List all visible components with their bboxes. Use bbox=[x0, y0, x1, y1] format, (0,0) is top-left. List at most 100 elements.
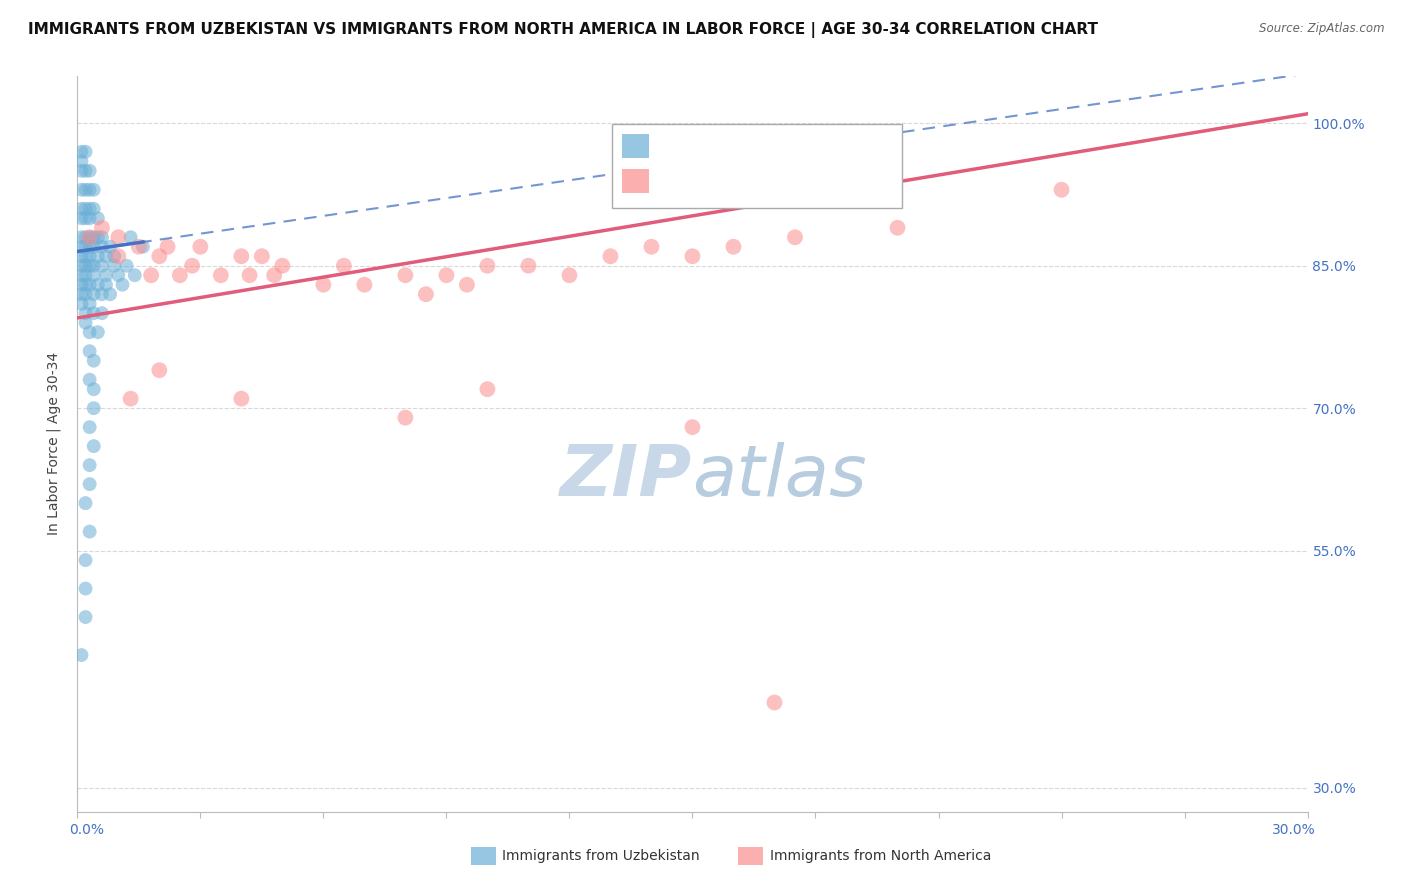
Point bbox=[353, 277, 375, 292]
Point bbox=[79, 240, 101, 254]
Point bbox=[128, 240, 150, 254]
Point bbox=[107, 268, 129, 283]
Point bbox=[87, 277, 110, 292]
Point bbox=[98, 240, 121, 254]
Point bbox=[436, 268, 458, 283]
Point bbox=[79, 477, 101, 491]
Point bbox=[90, 259, 114, 273]
Point bbox=[75, 145, 97, 159]
Point bbox=[886, 220, 908, 235]
FancyBboxPatch shape bbox=[623, 134, 650, 158]
Point bbox=[79, 325, 101, 339]
Point bbox=[231, 249, 253, 263]
Point bbox=[103, 249, 125, 263]
Point bbox=[83, 202, 105, 216]
FancyBboxPatch shape bbox=[623, 169, 650, 193]
Point bbox=[107, 230, 129, 244]
Point bbox=[75, 240, 97, 254]
Point bbox=[70, 154, 93, 169]
Point bbox=[312, 277, 335, 292]
Point bbox=[70, 163, 93, 178]
Point bbox=[70, 287, 93, 301]
Point bbox=[75, 202, 97, 216]
Point bbox=[75, 287, 97, 301]
Point bbox=[188, 240, 212, 254]
Point bbox=[477, 259, 499, 273]
Point bbox=[70, 211, 93, 226]
Point bbox=[87, 325, 110, 339]
Text: 0.132: 0.132 bbox=[702, 138, 748, 153]
Point bbox=[83, 306, 105, 320]
Point bbox=[70, 277, 93, 292]
Point bbox=[79, 202, 101, 216]
Point bbox=[75, 306, 97, 320]
Point bbox=[783, 230, 806, 244]
Point bbox=[75, 277, 97, 292]
Point bbox=[124, 268, 146, 283]
Point bbox=[87, 211, 110, 226]
Point bbox=[239, 268, 262, 283]
Text: 82: 82 bbox=[803, 138, 824, 153]
Point bbox=[90, 306, 114, 320]
Point bbox=[111, 277, 134, 292]
Point bbox=[75, 211, 97, 226]
Point bbox=[90, 287, 114, 301]
Point bbox=[120, 392, 142, 406]
Point bbox=[120, 230, 142, 244]
Text: atlas: atlas bbox=[693, 442, 868, 511]
Point bbox=[98, 287, 121, 301]
Point bbox=[640, 240, 662, 254]
Point bbox=[148, 363, 170, 377]
Point bbox=[83, 230, 105, 244]
Point bbox=[90, 230, 114, 244]
Point bbox=[83, 259, 105, 273]
Point bbox=[79, 230, 101, 244]
Text: 0.438: 0.438 bbox=[702, 174, 748, 188]
Text: Immigrants from Uzbekistan: Immigrants from Uzbekistan bbox=[502, 849, 700, 863]
Text: Immigrants from North America: Immigrants from North America bbox=[770, 849, 991, 863]
Point bbox=[75, 183, 97, 197]
Point bbox=[70, 240, 93, 254]
Point bbox=[90, 220, 114, 235]
Point bbox=[79, 296, 101, 310]
Text: R =: R = bbox=[659, 174, 690, 188]
Point bbox=[79, 373, 101, 387]
Point bbox=[70, 183, 93, 197]
Point bbox=[682, 249, 704, 263]
Point bbox=[70, 296, 93, 310]
Point bbox=[723, 240, 745, 254]
Point bbox=[94, 277, 117, 292]
Point bbox=[70, 145, 93, 159]
Point bbox=[90, 240, 114, 254]
Point bbox=[75, 582, 97, 596]
Point bbox=[75, 249, 97, 263]
Point bbox=[333, 259, 356, 273]
Point bbox=[87, 230, 110, 244]
Point bbox=[169, 268, 191, 283]
Point bbox=[75, 268, 97, 283]
Point bbox=[83, 439, 105, 453]
Point bbox=[83, 268, 105, 283]
Point bbox=[682, 420, 704, 434]
Point bbox=[141, 268, 163, 283]
Point bbox=[70, 249, 93, 263]
Point bbox=[83, 287, 105, 301]
Point bbox=[148, 249, 170, 263]
Y-axis label: In Labor Force | Age 30-34: In Labor Force | Age 30-34 bbox=[46, 352, 62, 535]
Point bbox=[79, 420, 101, 434]
Text: 35: 35 bbox=[803, 174, 824, 188]
Point bbox=[83, 240, 105, 254]
Point bbox=[79, 211, 101, 226]
Point bbox=[70, 202, 93, 216]
Point bbox=[70, 259, 93, 273]
Point bbox=[250, 249, 273, 263]
Point bbox=[263, 268, 285, 283]
Point bbox=[79, 344, 101, 359]
Point bbox=[83, 183, 105, 197]
Point bbox=[75, 259, 97, 273]
Point bbox=[75, 230, 97, 244]
Point bbox=[763, 696, 786, 710]
Point bbox=[181, 259, 204, 273]
Point bbox=[79, 277, 101, 292]
Point bbox=[271, 259, 294, 273]
